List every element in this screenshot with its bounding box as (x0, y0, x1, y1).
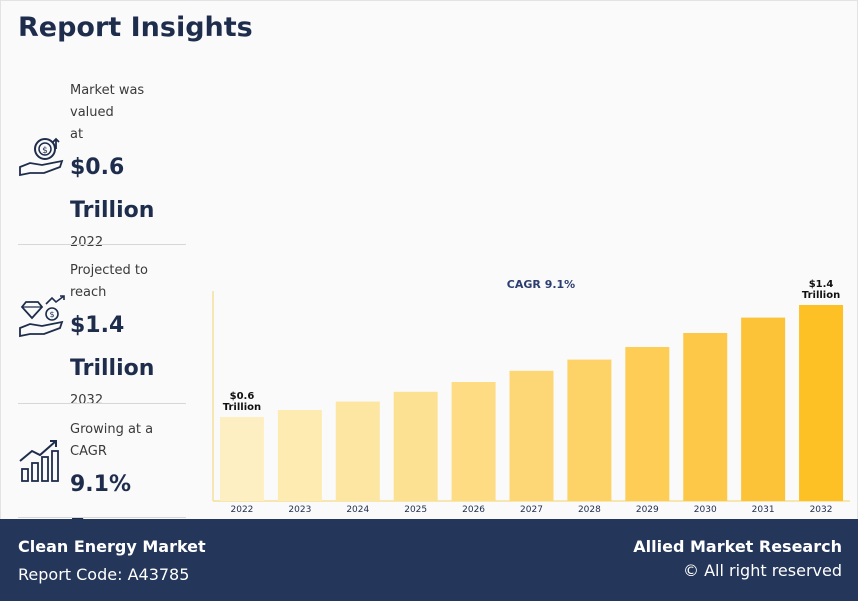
market-name: Clean Energy Market (18, 537, 206, 556)
report-code: Report Code: A43785 (18, 565, 190, 584)
bar-2023 (277, 410, 322, 501)
bar-2022 (219, 417, 264, 501)
stat-year: 2032 (70, 393, 104, 408)
stat-divider (18, 244, 186, 245)
market-bar-chart: 2022 2023 2024 2025 2026 2027 2028 2029 2030 2031… (212, 278, 850, 515)
stat-value: $0.6 (70, 155, 125, 180)
stat-caption-cont: at (70, 127, 84, 142)
money-hand-icon: $ (19, 137, 64, 177)
copyright-notice: © All right reserved (683, 561, 842, 580)
stat-caption: Market was valued (70, 83, 145, 120)
x-tick-label: 2028 (578, 505, 601, 515)
bar-2026 (451, 382, 496, 501)
stat-market-value: Market was valued at $0.6 Trillion 2022 … (18, 80, 186, 254)
stat-caption: Growing at a CAGR (70, 422, 154, 459)
stat-value-unit: Trillion (70, 356, 155, 381)
bar-2025 (393, 391, 438, 501)
stat-value: $1.4 (70, 313, 125, 338)
x-tick-label: 2029 (636, 505, 659, 515)
data-label-unit: Trillion (223, 402, 261, 413)
stat-divider (18, 403, 186, 404)
bar-2029 (625, 347, 670, 501)
page-title: Report Insights (18, 12, 253, 43)
x-tick-label: 2023 (288, 505, 311, 515)
bar-2030 (683, 333, 728, 501)
x-tick-label: 2030 (694, 505, 717, 515)
data-label-value: $1.4 (809, 279, 834, 290)
stat-projection: Projected to reach $1.4 Trillion 2032 $ (18, 260, 186, 412)
stat-value-unit: Trillion (70, 198, 155, 223)
growth-chart-icon (19, 440, 59, 482)
bar-2032 (799, 305, 844, 501)
x-tick-label: 2025 (404, 505, 427, 515)
svg-text:$: $ (42, 146, 48, 156)
x-tick-label: 2022 (231, 505, 254, 515)
bar-2031 (741, 317, 786, 501)
data-label-value: $0.6 (230, 391, 255, 402)
stat-year: 2022 (70, 235, 104, 250)
diamond-hand-icon: $ (19, 295, 65, 338)
x-tick-label: 2032 (810, 505, 833, 515)
data-label-unit: Trillion (802, 290, 840, 301)
bar-2024 (335, 401, 380, 501)
brand-name: Allied Market Research (633, 537, 842, 556)
x-tick-label: 2026 (462, 505, 485, 515)
svg-text:$: $ (49, 310, 54, 319)
x-tick-label: 2031 (752, 505, 775, 515)
stat-caption: Projected to reach (70, 263, 148, 300)
footer-bar: Clean Energy Market Report Code: A43785 … (0, 519, 858, 601)
cagr-annotation: CAGR 9.1% (507, 278, 575, 291)
bar-2028 (567, 359, 612, 501)
x-tick-label: 2024 (346, 505, 369, 515)
stat-divider (18, 517, 186, 518)
x-tick-label: 2027 (520, 505, 543, 515)
bar-2027 (509, 370, 554, 501)
